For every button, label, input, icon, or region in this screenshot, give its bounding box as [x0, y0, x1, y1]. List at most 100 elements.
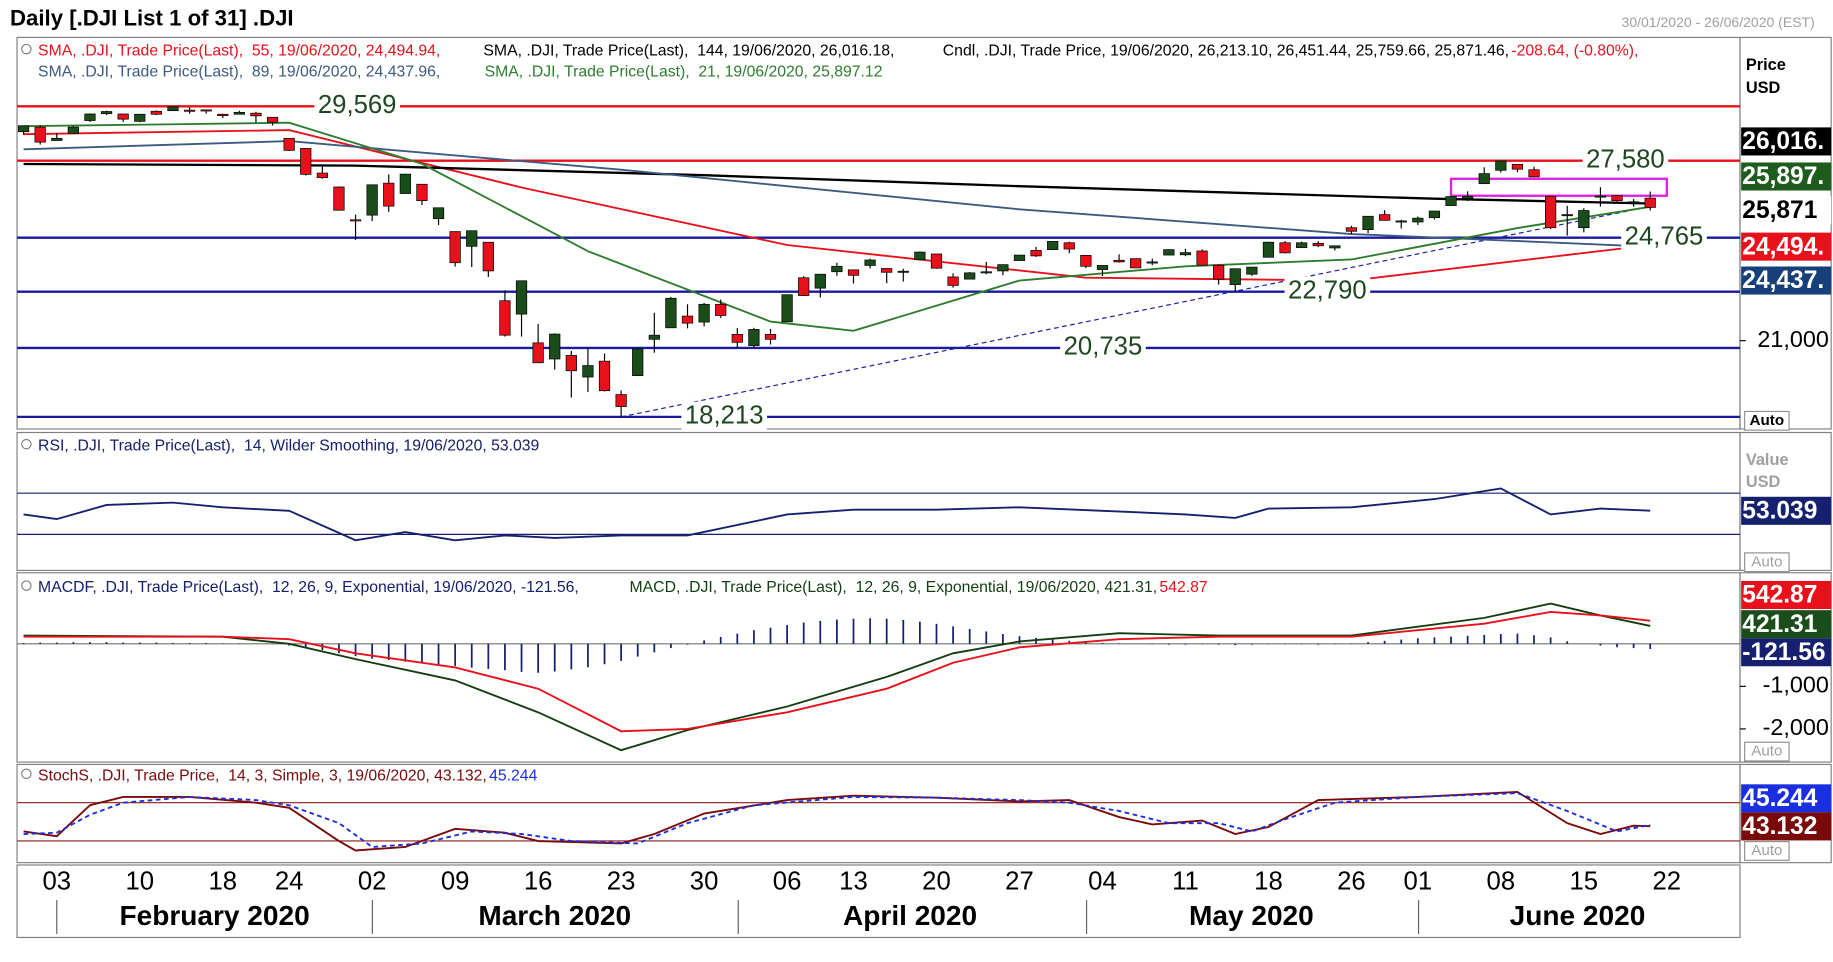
auto-button: Auto [1751, 743, 1782, 760]
legend-entry: Cndl, .DJI, Trade Price, 19/06/2020, 26,… [943, 43, 1509, 60]
legend-entry: 542.87 [1159, 579, 1207, 596]
candle-body [1611, 195, 1623, 202]
chart-title: Daily [.DJI List 1 of 31] .DJI [10, 6, 294, 31]
candle-body [300, 148, 312, 175]
candle-body [233, 111, 245, 115]
candle-body [1163, 249, 1175, 256]
candle-body [1495, 160, 1507, 171]
candle-body [1013, 254, 1026, 261]
legend-entry: SMA, .DJI, Trade Price(Last), 21, 19/06/… [485, 64, 883, 81]
candle-body [964, 272, 976, 280]
x-tick-label: 03 [42, 867, 71, 895]
candle-body [515, 280, 528, 315]
unit-label: USD [1746, 79, 1781, 97]
legend-entry: MACD, .DJI, Trade Price(Last), 12, 26, 9… [630, 579, 1158, 596]
value-tag: 53.039 [1742, 497, 1817, 524]
y-tick-label: -2,000 [1763, 714, 1829, 740]
legend-entry: SMA, .DJI, Trade Price(Last), 55, 19/06/… [38, 43, 440, 60]
candle-body [1047, 241, 1059, 250]
level-label: 24,765 [1625, 223, 1704, 251]
candle-body [449, 231, 461, 264]
highlight-box [1449, 177, 1668, 197]
candle-body [1130, 258, 1142, 269]
series-line [23, 487, 1651, 542]
right-axis-frame [1739, 572, 1832, 763]
value-tag: 26,016. [1742, 128, 1824, 155]
value-tag-bg [1741, 610, 1832, 639]
candle-body [1445, 196, 1457, 206]
candle-body [1395, 220, 1407, 223]
level-label-bg [1060, 332, 1146, 361]
candle-body [1246, 266, 1258, 275]
x-tick-label: 18 [1254, 867, 1283, 895]
x-tick-label: 06 [773, 867, 802, 895]
series-line [23, 140, 1651, 248]
x-tick-label: 26 [1337, 867, 1366, 895]
candle-body [1063, 242, 1075, 250]
candle-body [814, 273, 826, 289]
candle-body [1511, 163, 1524, 170]
candle-body [349, 219, 362, 222]
level-label: 27,580 [1586, 146, 1665, 174]
candle-body [1196, 250, 1208, 266]
x-tick-label: 01 [1404, 867, 1433, 895]
candle-body [1113, 259, 1125, 263]
candle-body [67, 126, 79, 134]
auto-button: Auto [1751, 842, 1782, 859]
candle-body [1578, 210, 1590, 229]
x-tick-label: 30 [690, 867, 719, 895]
candle-body [1628, 201, 1640, 204]
candle-body [648, 334, 660, 340]
y-tick-label: -1,000 [1763, 672, 1829, 698]
month-label: May 2020 [1189, 900, 1314, 931]
candle-body [150, 110, 162, 115]
month-label: June 2020 [1510, 900, 1646, 931]
candle-body [34, 126, 46, 143]
x-tick-label: 24 [275, 867, 304, 895]
candle-body [565, 355, 577, 372]
candle-body [117, 113, 129, 120]
candle-body [1362, 215, 1374, 230]
level-label-bg [1284, 276, 1371, 305]
value-tag: 45.244 [1742, 785, 1817, 812]
value-tag: 25,871 [1742, 197, 1817, 224]
candle-body [1594, 195, 1607, 198]
candle-body [316, 172, 328, 179]
value-tag-bg [1741, 784, 1832, 813]
value-tag-bg [1741, 580, 1832, 609]
candle-body [482, 241, 494, 272]
value-tag: 25,897. [1742, 163, 1824, 190]
candle-body [731, 334, 743, 343]
value-tag: 24,437. [1742, 267, 1824, 294]
candle-body [1262, 241, 1275, 258]
candle-body [549, 333, 561, 360]
candle-body [914, 251, 926, 261]
candle-body [1345, 227, 1358, 232]
month-label: February 2020 [119, 900, 309, 931]
x-tick-label: 11 [1172, 867, 1199, 895]
x-tick-label: 04 [1088, 867, 1117, 895]
auto-button: Auto [1750, 412, 1785, 429]
candle-body [416, 183, 428, 202]
candle-body [283, 137, 295, 151]
month-label: April 2020 [843, 900, 977, 931]
legend-entry: RSI, .DJI, Trade Price(Last), 14, Wilder… [38, 438, 539, 455]
candle-body [333, 186, 345, 211]
candle-body [17, 125, 30, 133]
candle-body [1179, 252, 1192, 256]
level-label-bg [314, 91, 401, 120]
candle-body [1146, 261, 1158, 264]
candle-body [1462, 195, 1474, 199]
level-label: 20,735 [1064, 333, 1143, 361]
candle-body [266, 116, 279, 123]
candle-body [1545, 195, 1557, 229]
candle-body [399, 173, 411, 194]
level-label: 18,213 [685, 402, 764, 430]
candle-body [1561, 214, 1573, 217]
candle-body [167, 106, 179, 112]
series-line [23, 790, 1651, 852]
candle-body [930, 253, 943, 269]
auto-button-bg [1744, 410, 1790, 431]
candle-body [1080, 254, 1092, 267]
